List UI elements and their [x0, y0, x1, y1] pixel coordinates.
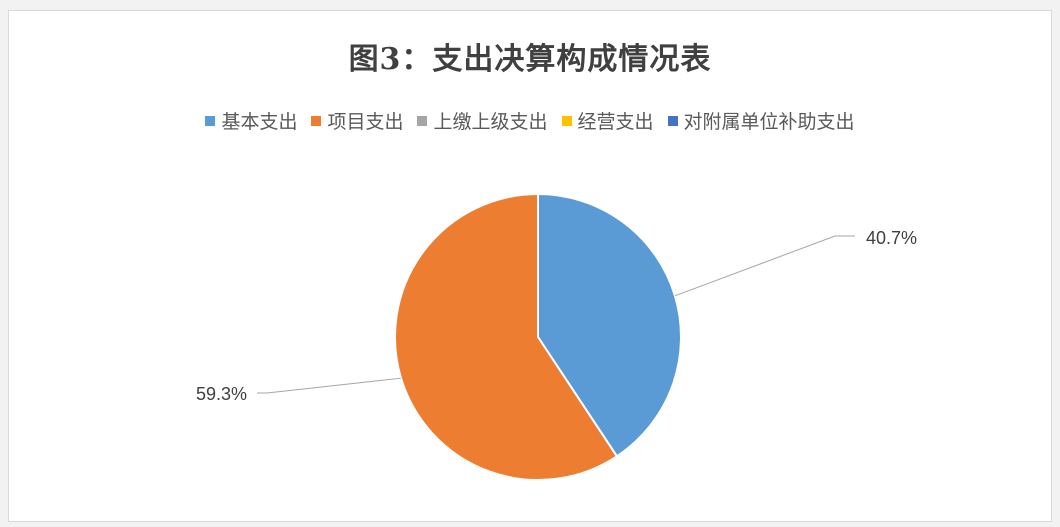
legend-label: 上缴上级支出 — [433, 111, 548, 133]
legend: 基本支出 项目支出 上缴上级支出 经营支出 对附属单位补助支出 — [0, 107, 1060, 134]
legend-label: 经营支出 — [577, 111, 654, 133]
legend-item: 对附属单位补助支出 — [667, 107, 855, 134]
legend-item: 项目支出 — [311, 107, 403, 134]
legend-swatch — [561, 115, 572, 126]
legend-item: 上缴上级支出 — [417, 107, 548, 134]
legend-label: 基本支出 — [221, 111, 298, 133]
data-label: 40.7% — [866, 228, 917, 248]
legend-swatch — [205, 115, 216, 126]
legend-label: 对附属单位补助支出 — [683, 111, 855, 133]
leader-line — [257, 377, 402, 394]
legend-swatch — [417, 115, 428, 126]
legend-swatch — [667, 115, 678, 126]
legend-swatch — [311, 115, 322, 126]
legend-item: 经营支出 — [561, 107, 654, 134]
data-label: 59.3% — [196, 384, 247, 404]
chart-title: 图3：支出决算构成情况表 — [348, 42, 712, 77]
legend-label: 项目支出 — [327, 111, 404, 133]
leader-line — [674, 235, 855, 297]
legend-item: 基本支出 — [205, 107, 297, 134]
